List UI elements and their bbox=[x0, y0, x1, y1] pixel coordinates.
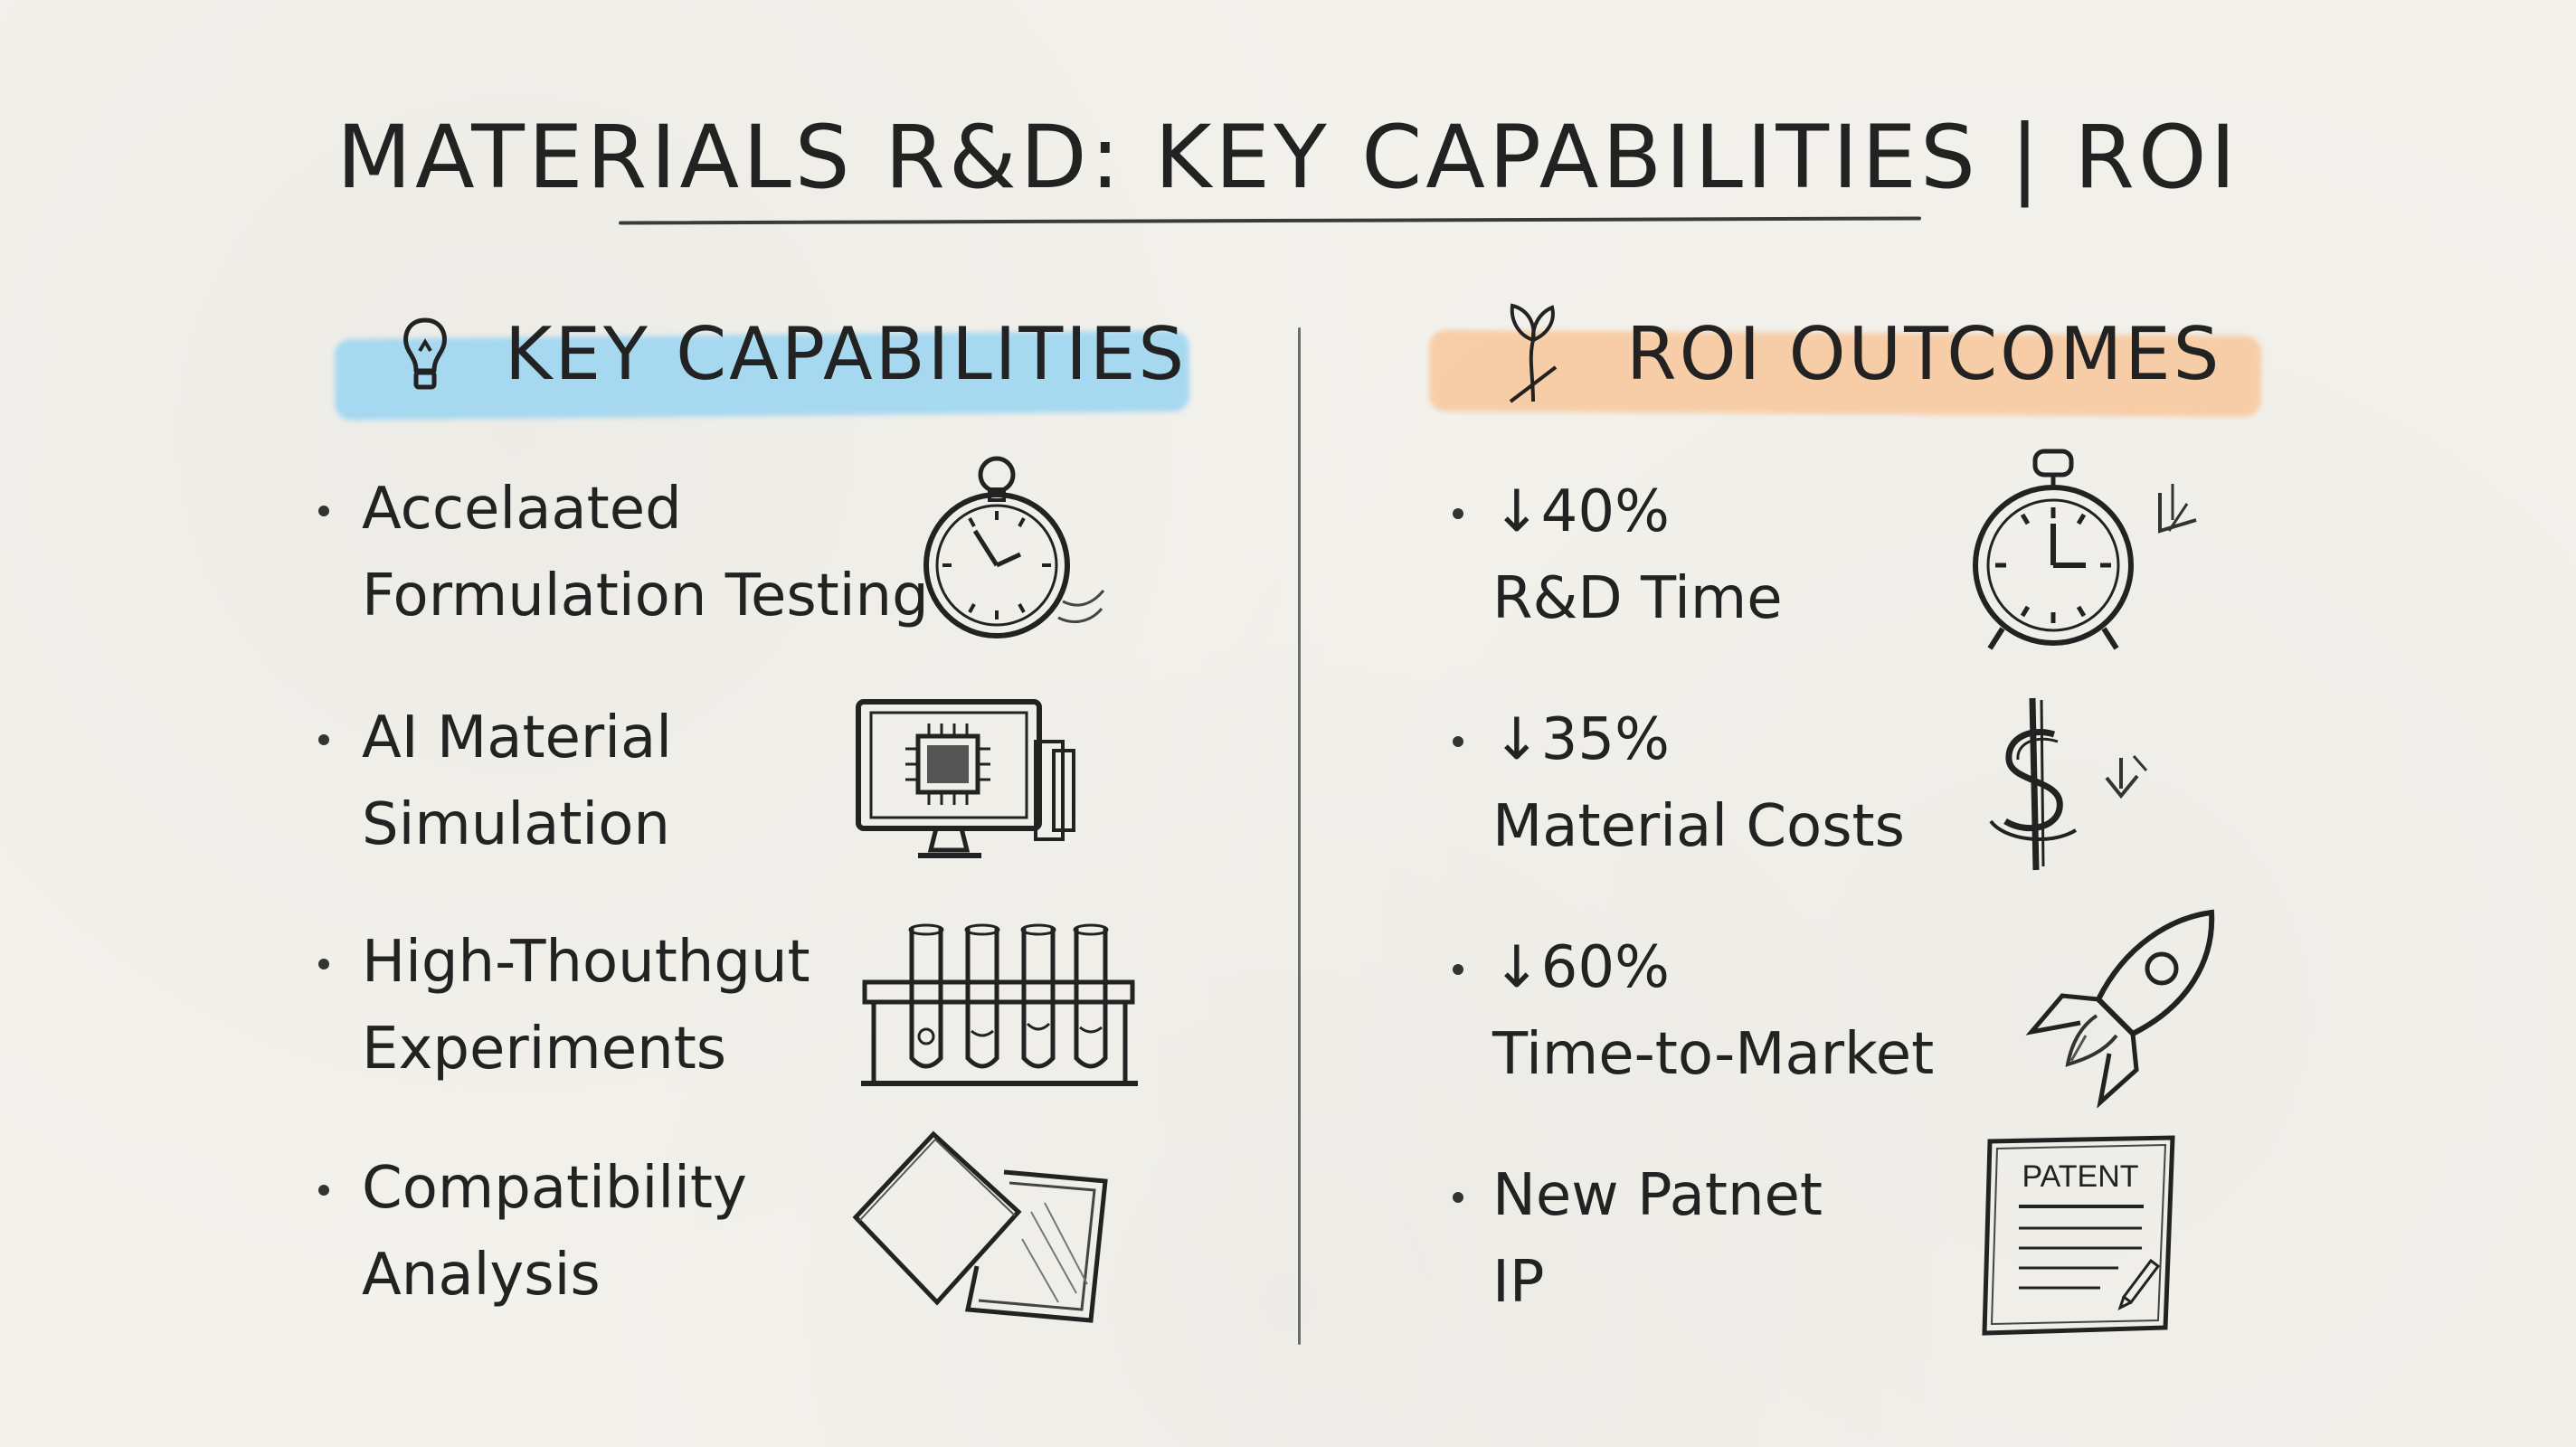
growth-sprout-icon bbox=[1492, 295, 1574, 407]
patent-label: PATENT bbox=[2022, 1159, 2138, 1194]
item-line-2: Analysis bbox=[362, 1242, 601, 1309]
item-line-2: Time-to-Market bbox=[1492, 1021, 1935, 1088]
roi-item-3: ↓60% Time-to-Market bbox=[1492, 924, 1934, 1098]
capability-item-2: AI Material Simulation bbox=[362, 695, 672, 868]
item-line-1: AI Material bbox=[362, 705, 672, 771]
capability-item-4: Compatibility Analysis bbox=[362, 1145, 747, 1319]
dollar-down-icon bbox=[1985, 695, 2202, 879]
alarm-clock-icon bbox=[1963, 448, 2198, 659]
item-line-2: R&D Time bbox=[1492, 565, 1783, 632]
material-samples-icon bbox=[850, 1130, 1122, 1333]
item-line-2: Simulation bbox=[362, 791, 670, 858]
item-line-1: New Patnet bbox=[1492, 1162, 1823, 1229]
item-line-2: Experiments bbox=[362, 1016, 727, 1083]
item-line-1: Compatibility bbox=[362, 1155, 747, 1222]
patent-document-icon: PATENT bbox=[1965, 1134, 2182, 1346]
rocket-icon bbox=[2025, 909, 2225, 1111]
item-line-1: ↓40% bbox=[1492, 478, 1670, 545]
item-line-2: Material Costs bbox=[1492, 793, 1905, 860]
roi-item-1: ↓40% R&D Time bbox=[1492, 468, 1783, 642]
item-line-1: Accelaated bbox=[362, 476, 682, 543]
test-tubes-icon bbox=[861, 922, 1141, 1098]
bullet bbox=[1453, 736, 1463, 747]
bullet bbox=[1453, 508, 1463, 519]
item-line-1: ↓60% bbox=[1492, 934, 1670, 1001]
roi-outcomes-heading: ROI OUTCOMES bbox=[1626, 312, 2222, 396]
bullet bbox=[318, 506, 329, 516]
bullet bbox=[1453, 964, 1463, 975]
bullet bbox=[318, 734, 329, 745]
roi-item-2: ↓35% Material Costs bbox=[1492, 696, 1905, 870]
bullet bbox=[318, 1185, 329, 1196]
roi-item-4: New Patnet IP bbox=[1492, 1152, 1823, 1326]
bullet bbox=[1453, 1192, 1463, 1203]
key-capabilities-heading: KEY CAPABILITIES bbox=[505, 312, 1188, 396]
column-divider bbox=[1298, 327, 1301, 1345]
lightbulb-icon bbox=[396, 315, 454, 400]
computer-chip-icon bbox=[855, 696, 1090, 872]
capability-item-1: Accelaated Formulation Testing bbox=[362, 466, 929, 639]
item-line-2: Formulation Testing bbox=[362, 563, 929, 629]
page-title: MATERIALS R&D: KEY CAPABILITIES | ROI bbox=[336, 107, 2240, 208]
capability-item-3: High-Thouthgut Experiments bbox=[362, 919, 810, 1092]
title-underline bbox=[618, 216, 1922, 225]
item-line-1: High-Thouthgut bbox=[362, 929, 810, 996]
item-line-2: IP bbox=[1492, 1249, 1545, 1316]
stopwatch-icon bbox=[914, 448, 1122, 650]
bullet bbox=[318, 959, 329, 969]
item-line-1: ↓35% bbox=[1492, 706, 1670, 773]
